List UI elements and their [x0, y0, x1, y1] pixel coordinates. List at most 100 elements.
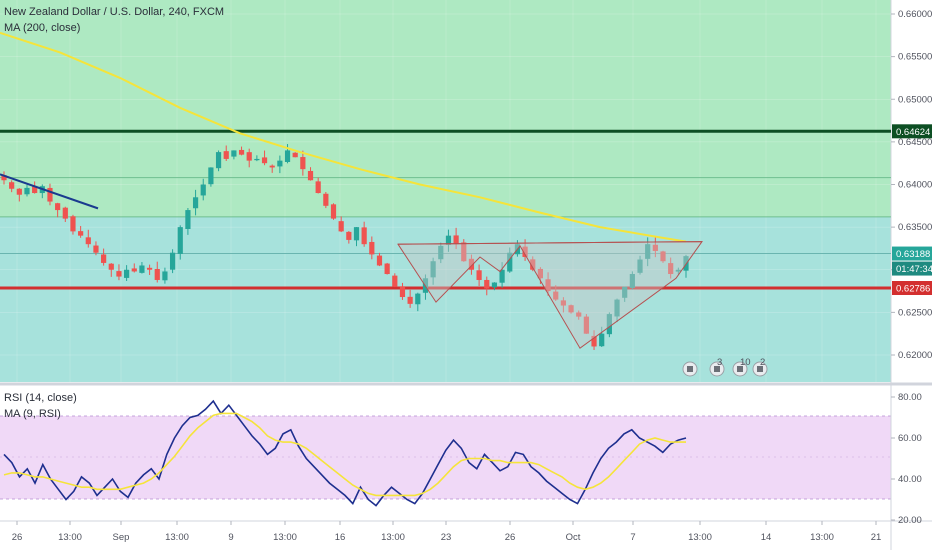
candle-body	[353, 227, 360, 241]
candle-body	[315, 181, 321, 194]
candle-body	[376, 255, 383, 266]
time-tick-label: Sep	[113, 532, 130, 543]
event-marker-glyph	[687, 366, 693, 372]
candle-body	[177, 227, 183, 254]
candle-body	[361, 227, 367, 245]
time-tick-label: 26	[505, 532, 516, 543]
event-markers[interactable]: 3 10 2	[682, 357, 768, 377]
rsi-ma-line	[3, 412, 686, 497]
candles-layer	[1, 144, 689, 350]
green-zone	[0, 0, 891, 217]
candle-body	[277, 160, 283, 167]
symbol-title[interactable]: New Zealand Dollar / U.S. Dollar, 240, F…	[4, 6, 225, 18]
teal-zone	[0, 217, 891, 382]
candle-body	[384, 263, 390, 275]
candle-body	[568, 305, 574, 313]
candle-body	[32, 186, 38, 194]
candle-body	[70, 216, 76, 232]
candle-body	[101, 254, 107, 263]
neckline	[397, 241, 703, 245]
candle-body	[284, 150, 291, 163]
countdown-badge-bg	[892, 261, 932, 276]
resistance-price-badge: 0.64624	[896, 127, 930, 138]
candle-body	[24, 187, 30, 195]
candle-body	[246, 152, 252, 161]
time-tick-label: 7	[630, 532, 635, 543]
candle-body	[591, 335, 597, 347]
candle-body	[622, 286, 628, 298]
last-price-badge: 0.63188	[896, 249, 930, 260]
candle-body	[108, 263, 114, 270]
candle-body	[545, 279, 551, 292]
candle-body	[438, 245, 444, 260]
candle-body	[231, 150, 237, 157]
rsi-line	[3, 399, 687, 507]
candle-body	[499, 269, 505, 283]
candle-body	[476, 270, 482, 280]
event-marker-glyph	[737, 366, 743, 372]
support-price-badge-bg	[892, 280, 932, 295]
candle-body	[16, 188, 22, 195]
candle-body	[537, 268, 544, 279]
price-tick-label: 0.62500	[898, 307, 932, 318]
candle-body	[668, 263, 674, 275]
candle-body	[131, 268, 137, 272]
candle-body	[522, 246, 528, 257]
candle-body	[645, 244, 651, 259]
candle-body	[169, 252, 176, 270]
rsi-tick-label: 80.00	[898, 392, 922, 403]
time-tick-label: 14	[761, 532, 772, 543]
time-tick-label: 9	[228, 532, 233, 543]
countdown-badge: 01:47:34	[896, 264, 932, 275]
candle-body	[139, 265, 145, 273]
candle-body	[491, 282, 498, 288]
candle-body	[629, 274, 635, 288]
candle-body	[124, 269, 130, 278]
price-tick-label: 0.63500	[898, 222, 932, 233]
candle-body	[637, 259, 643, 273]
badge-layer: 0.64624 0.63188 01:47:34 0.62786	[892, 124, 932, 295]
candle-body	[307, 170, 314, 181]
candle-body	[675, 269, 681, 272]
rsi-band	[0, 416, 891, 499]
candle-body	[78, 231, 84, 236]
candle-body	[47, 187, 53, 202]
candle-body	[261, 157, 268, 164]
time-tick-label: 21	[871, 532, 882, 543]
candle-body	[461, 242, 467, 262]
rsi-label[interactable]: RSI (14, close)	[4, 392, 77, 404]
rsi-ma-label[interactable]: MA (9, RSI)	[4, 408, 61, 420]
candle-body	[614, 299, 620, 317]
grid-layer	[0, 13, 891, 356]
time-tick-label: 13:00	[165, 532, 189, 543]
price-tick-label: 0.65000	[898, 94, 932, 105]
candle-body	[507, 252, 513, 272]
candle-body	[292, 152, 298, 158]
candle-body	[553, 291, 559, 300]
time-tick-label: 13:00	[273, 532, 297, 543]
candle-body	[192, 197, 199, 209]
event-marker-glyph	[757, 366, 763, 372]
candle-body	[468, 258, 475, 270]
rsi-tick-label: 40.00	[898, 474, 922, 485]
candle-body	[392, 275, 398, 287]
time-tick-label: 13:00	[810, 532, 834, 543]
time-tick-label: 13:00	[381, 532, 405, 543]
event-marker-count: 10	[740, 357, 751, 368]
candle-body	[300, 157, 306, 170]
candle-body	[606, 314, 612, 335]
candle-body	[583, 316, 589, 334]
candle-body	[162, 271, 168, 281]
candle-body	[484, 279, 490, 289]
ma-label[interactable]: MA (200, close)	[4, 22, 81, 34]
event-marker-count: 3	[717, 357, 722, 368]
downtrend-line	[0, 173, 99, 210]
candle-body	[445, 235, 452, 245]
time-tick-label: 26	[12, 532, 23, 543]
candle-body	[323, 193, 329, 206]
candle-body	[269, 165, 275, 168]
price-tick-label: 0.64000	[898, 180, 932, 191]
candle-body	[93, 245, 99, 253]
ma-layer	[0, 31, 687, 243]
